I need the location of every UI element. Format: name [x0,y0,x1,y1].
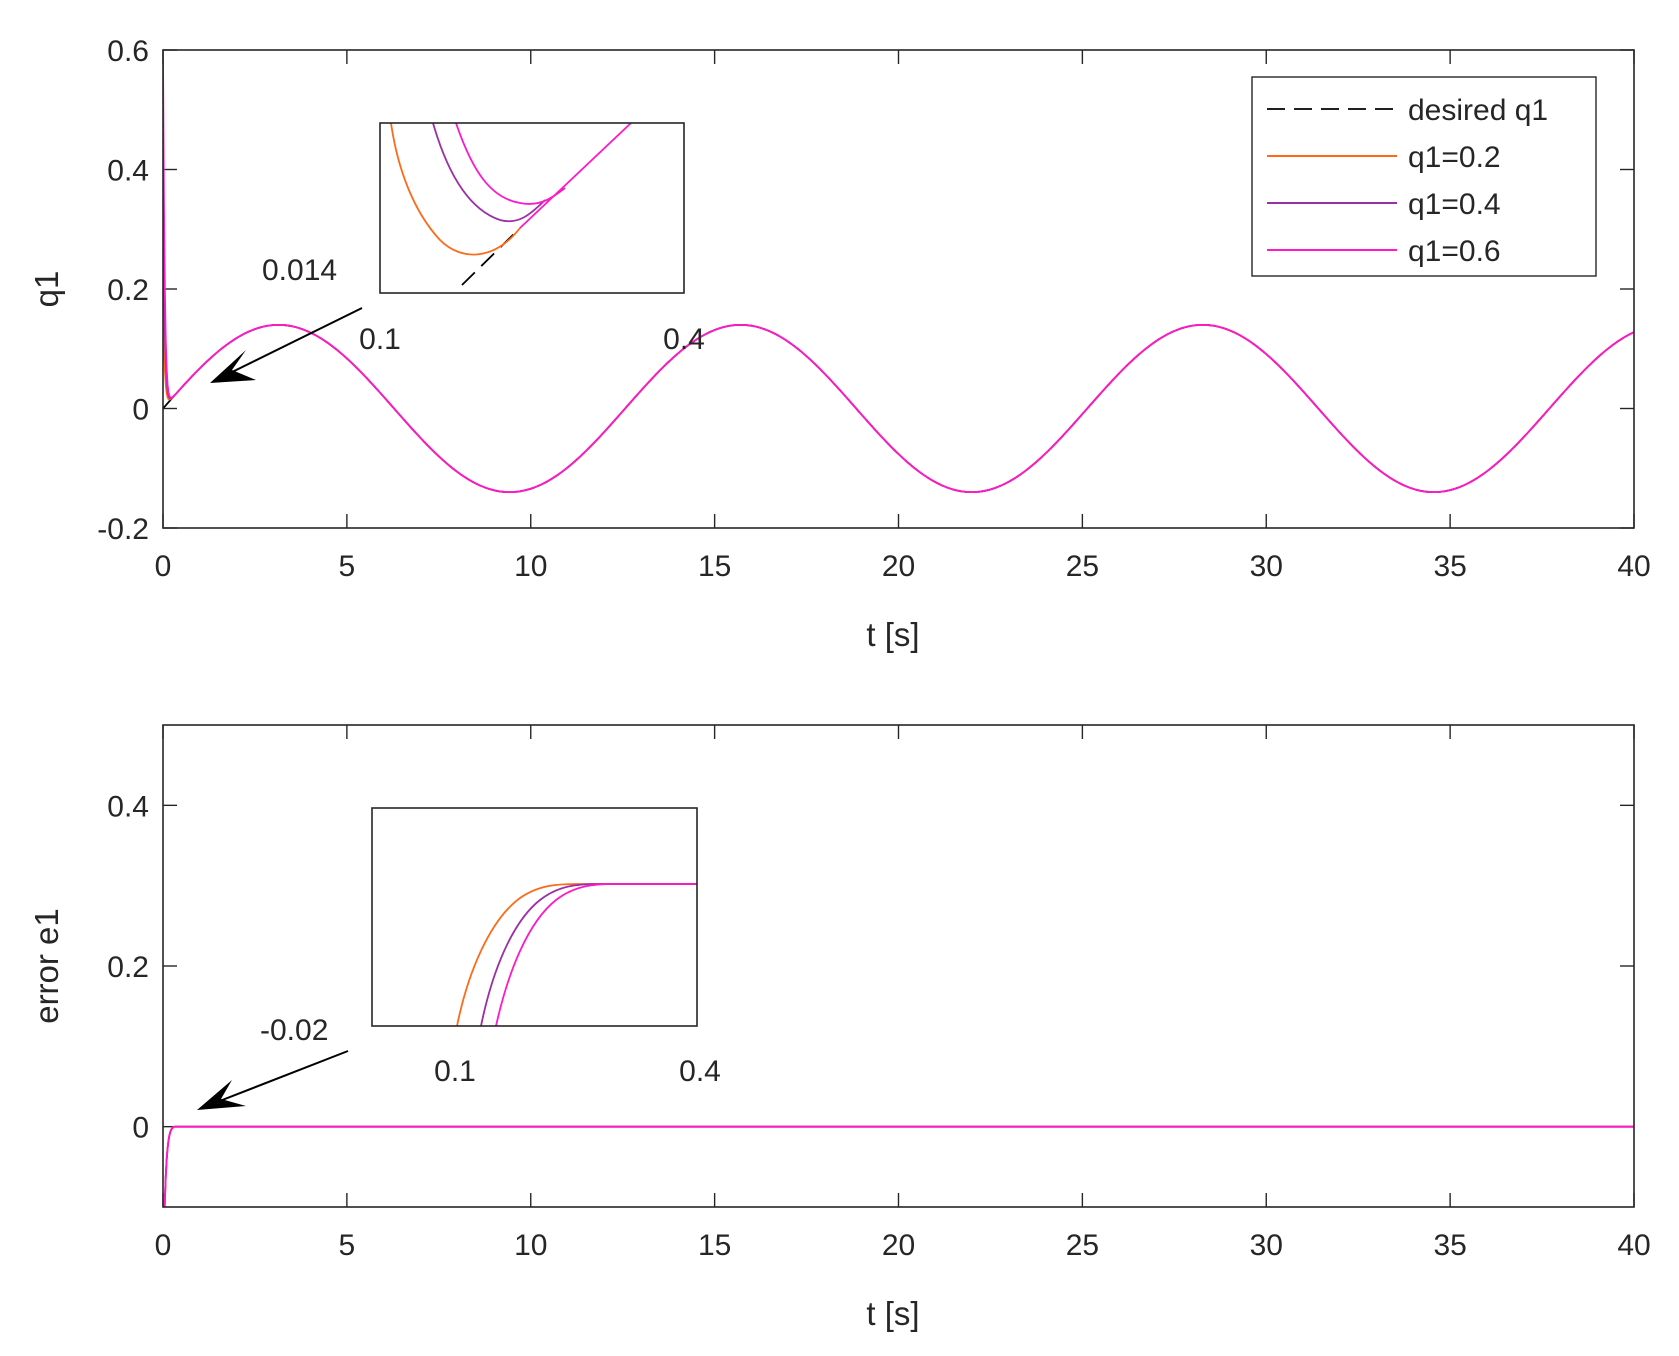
x-axis-label: t [s] [866,1295,919,1332]
annotation-arrow-line [211,1050,349,1105]
x-tick-label: 20 [882,550,915,583]
x-tick-label: 0 [155,550,172,583]
x-tick-label: 35 [1433,1229,1466,1262]
inset-x-label-2: 0.4 [679,1055,721,1088]
legend-label-desired: desired q1 [1408,94,1548,127]
x-tick-label: 5 [339,1229,356,1262]
y-tick-label: 0.4 [107,790,149,823]
y-tick-label: 0.4 [107,155,149,188]
inset-merged [519,123,632,229]
legend-label-q1-0.4: q1=0.4 [1408,188,1501,221]
x-tick-label: 20 [882,1229,915,1262]
x-tick-label: 40 [1617,1229,1650,1262]
x-tick-label: 10 [514,550,547,583]
x-tick-label: 30 [1250,550,1283,583]
y-tick-label: -0.2 [97,513,149,546]
legend: desired q1 q1=0.2 q1=0.4 q1=0.6 [1251,76,1597,277]
y-tick-label: 0.6 [107,35,149,68]
annotation-arrow-line [221,307,363,378]
inset-q1-0.2 [456,883,697,1026]
annotation-value: -0.02 [260,1014,328,1047]
series-group [163,58,1634,494]
annotation-value: 0.014 [262,254,337,287]
y-tick-labels: 0 0.2 0.4 [107,790,149,1144]
inset-x-label-1: 0.1 [434,1055,476,1088]
x-tick-label: 5 [339,550,356,583]
zoom-inset: 0.1 0.4 [359,122,705,356]
zoom-inset: 0.1 0.4 [371,807,721,1088]
x-tick-label: 10 [514,1229,547,1262]
y-tick-label: 0 [132,394,149,427]
q1-plot: 0 5 10 15 20 25 30 35 40 -0.200.20.40.6 t [s] q1… [28,35,1651,653]
legend-box [1251,76,1597,277]
annotation-arrow-head [210,350,256,383]
series-q1-0.6 [163,58,1634,494]
y-tick-labels: -0.2 0 0.2 0.4 0.6 [97,35,149,546]
legend-label-q1-0.2: q1=0.2 [1408,141,1501,174]
y-tick-label: 0 [132,1112,149,1145]
axes-box [162,724,1635,1208]
x-tick-label: 15 [698,1229,731,1262]
x-tick-labels: 0 5 10 15 20 25 30 35 40 [155,550,1651,583]
series-group [163,1125,1634,1207]
x-tick-label: 25 [1066,550,1099,583]
inset-x-label-1: 0.1 [359,323,401,356]
axes-box [162,49,1635,529]
legend-label-q1-0.6: q1=0.6 [1408,235,1501,268]
inset-x-label-2: 0.4 [663,323,705,356]
x-tick-label: 30 [1250,1229,1283,1262]
x-tick-label: 40 [1617,550,1650,583]
y-tick-label: 0.2 [107,951,149,984]
inset-q1-0.2 [390,123,521,256]
inset-q1-0.6 [495,883,697,1026]
error-series-q1-0.6 [163,1125,1634,1207]
inset-q1-0.4 [480,883,697,1026]
annotation-arrow-head [197,1080,246,1110]
error-plot: 0 5 10 15 20 25 30 35 40 00.20.4 t [s] error e1 … [28,724,1651,1332]
x-tick-labels: 0 5 10 15 20 25 30 35 40 [155,1229,1651,1262]
x-tick-label: 25 [1066,1229,1099,1262]
y-axis-label: error e1 [28,908,65,1024]
x-tick-label: 0 [155,1229,172,1262]
inset-q1-0.4 [432,123,546,223]
y-tick-label: 0.2 [107,274,149,307]
x-tick-label: 35 [1433,550,1466,583]
y-axis-label: q1 [28,271,65,308]
x-tick-label: 15 [698,550,731,583]
x-axis-label: t [s] [866,616,919,653]
